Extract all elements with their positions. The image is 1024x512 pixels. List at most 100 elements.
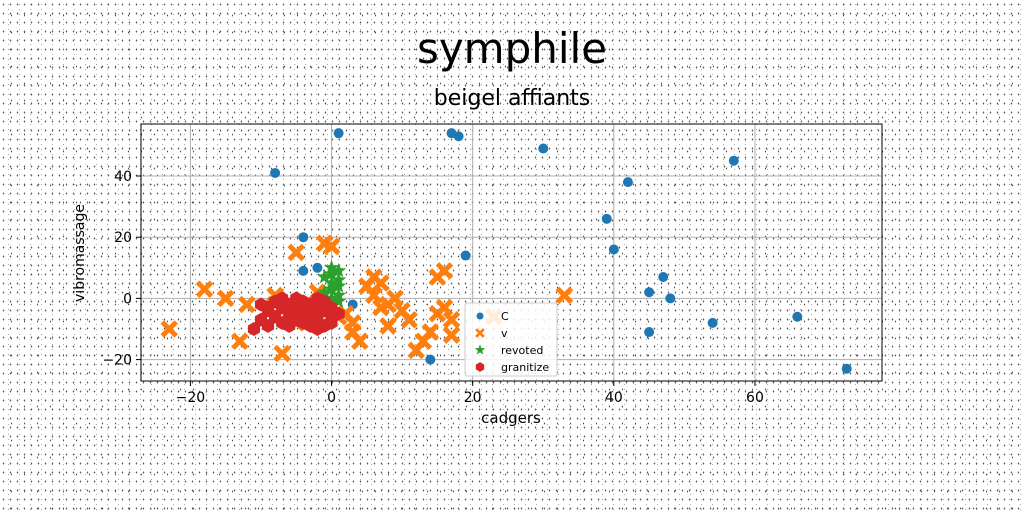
data-point (287, 243, 306, 262)
data-point-stroke (287, 243, 306, 262)
plot-area-frame (140, 123, 883, 382)
data-point (238, 295, 256, 314)
x-tick-label: 60 (746, 390, 764, 406)
data-point (323, 275, 340, 290)
data-point-stroke (216, 289, 235, 308)
data-point (343, 314, 362, 332)
data-point (331, 272, 347, 287)
data-point (331, 278, 347, 293)
data-point (555, 286, 574, 305)
data-point (231, 332, 249, 350)
data-point-stroke (195, 280, 214, 298)
data-point (195, 280, 214, 298)
data-point (453, 131, 464, 142)
data-point (333, 128, 344, 139)
y-axis-label: vibromassage (72, 204, 88, 302)
data-point (323, 281, 340, 296)
data-point (442, 326, 461, 344)
data-point (322, 237, 341, 256)
data-point (283, 318, 296, 333)
legend-label: granitize (501, 361, 549, 374)
data-point (262, 300, 275, 315)
legend-box (464, 302, 558, 377)
data-point (608, 244, 619, 255)
data-point (311, 322, 324, 336)
data-point-stroke (393, 301, 411, 320)
data-point (728, 155, 739, 166)
data-point (792, 311, 803, 322)
data-point (435, 298, 454, 317)
data-point-stroke (421, 323, 440, 341)
data-point (425, 354, 436, 365)
legend-marker-stroke (475, 328, 485, 338)
data-point-stroke (379, 317, 397, 335)
data-point (273, 344, 291, 363)
data-point (538, 143, 549, 154)
data-point (325, 315, 338, 330)
data-point-stroke (160, 320, 178, 338)
data-point-stroke (372, 274, 390, 292)
series-granitize (247, 291, 345, 336)
data-point (298, 232, 309, 243)
y-tick-label: 20 (114, 230, 132, 246)
legend-marker (474, 344, 486, 355)
y-tick-label: 40 (114, 169, 132, 185)
data-point (644, 327, 655, 338)
legend-label: v (501, 327, 508, 340)
data-point (379, 317, 397, 335)
data-point (312, 262, 323, 273)
data-point-stroke (435, 298, 454, 317)
data-point (297, 315, 310, 330)
data-point-stroke (315, 234, 334, 253)
legend-marker (475, 328, 485, 338)
data-point (323, 290, 340, 305)
x-axis-label: cadgers (481, 409, 541, 427)
data-point (386, 289, 404, 308)
data-point (351, 332, 369, 350)
data-point (841, 363, 852, 374)
data-point (331, 287, 347, 302)
data-point (323, 265, 340, 281)
data-point (622, 177, 633, 188)
legend-marker (476, 312, 484, 320)
data-point (435, 262, 454, 280)
data-point (644, 287, 655, 298)
data-point (372, 274, 390, 292)
legend-label: revoted (501, 344, 543, 357)
data-point (665, 293, 676, 304)
data-point-stroke (343, 314, 362, 332)
legend: Cv revoted granitize (464, 302, 558, 377)
data-point (160, 320, 178, 338)
data-point (421, 323, 440, 341)
data-point (262, 318, 275, 333)
data-point (601, 213, 612, 224)
chart-subtitle: beigel affiants (433, 86, 591, 111)
data-point (658, 271, 669, 282)
data-point (365, 286, 383, 305)
data-point-stroke (555, 286, 574, 305)
data-point-stroke (442, 326, 461, 344)
data-point (331, 293, 347, 308)
data-point (247, 322, 260, 336)
y-tick-label: −20 (102, 353, 132, 369)
y-tick-label: 0 (123, 291, 132, 307)
data-point (442, 311, 461, 329)
data-point (298, 265, 309, 276)
data-point-stroke (322, 237, 341, 256)
data-point (323, 259, 340, 275)
x-tick-label: 40 (605, 390, 623, 406)
axis-ticks: −20 0 20 40 60 −20 0 20 40 (102, 169, 763, 406)
data-point-stroke (351, 332, 369, 350)
data-point (316, 269, 333, 284)
x-tick-label: 20 (464, 390, 482, 406)
data-point (216, 289, 235, 308)
data-point (707, 317, 718, 328)
chart-title: symphile (416, 24, 608, 73)
data-point (316, 284, 333, 299)
data-point (460, 250, 471, 261)
data-point (331, 262, 347, 278)
data-point (332, 306, 345, 321)
data-point-stroke (400, 311, 418, 329)
data-point-stroke (238, 295, 256, 314)
